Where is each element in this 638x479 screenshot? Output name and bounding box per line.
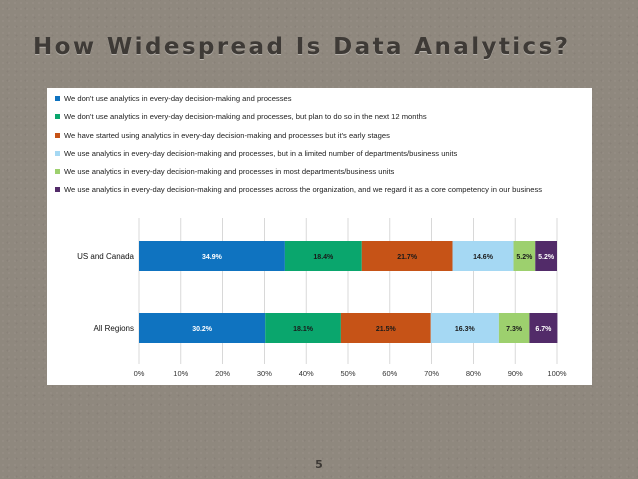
legend-label: We don't use analytics in every-day deci… bbox=[64, 112, 427, 122]
legend-item-3: We have started using analytics in every… bbox=[55, 131, 585, 141]
bar-segment bbox=[529, 313, 558, 343]
x-tick-label: 50% bbox=[340, 369, 355, 378]
data-label: 5.2% bbox=[516, 254, 533, 261]
legend-label: We use analytics in every-day decision-m… bbox=[64, 148, 458, 158]
data-label: 34.9% bbox=[202, 254, 223, 261]
bar-segment bbox=[513, 241, 536, 271]
x-tick-label: 100% bbox=[547, 369, 567, 378]
category-label: All Regions bbox=[94, 324, 134, 333]
chart-legend: We don't use analytics in every-day deci… bbox=[55, 94, 585, 204]
legend-item-1: We don't use analytics in every-day deci… bbox=[55, 94, 585, 104]
chart-card: We don't use analytics in every-day deci… bbox=[47, 88, 592, 385]
page-number: 5 bbox=[315, 458, 323, 471]
x-tick-label: 90% bbox=[508, 369, 523, 378]
legend-item-4: We use analytics in every-day decision-m… bbox=[55, 149, 585, 159]
x-tick-label: 60% bbox=[382, 369, 397, 378]
legend-item-5: We use analytics in every-day decision-m… bbox=[55, 167, 585, 177]
x-tick-label: 30% bbox=[257, 369, 272, 378]
x-tick-label: 40% bbox=[299, 369, 314, 378]
x-tick-label: 20% bbox=[215, 369, 230, 378]
legend-label: We have started using analytics in every… bbox=[64, 130, 390, 140]
bar-segment bbox=[430, 313, 499, 343]
data-label: 21.7% bbox=[397, 254, 418, 261]
stacked-bar-chart: 0% 10% 20% 30% 40% 50% 60% 70% 80% 90% 100% US and … bbox=[77, 218, 567, 378]
data-label: 5.2% bbox=[538, 254, 555, 261]
bar-segment bbox=[139, 313, 266, 343]
x-tick-label: 80% bbox=[466, 369, 481, 378]
category-label: US and Canada bbox=[77, 252, 134, 261]
data-label: 30.2% bbox=[192, 326, 213, 333]
legend-label: We use analytics in every-day decision-m… bbox=[64, 167, 395, 177]
x-tick-label: 0% bbox=[134, 369, 145, 378]
slide-title: How Widespread Is Data Analytics? bbox=[33, 34, 571, 60]
bar-segment bbox=[284, 241, 362, 271]
bar-segment bbox=[340, 313, 431, 343]
x-tick-label: 10% bbox=[173, 369, 188, 378]
data-label: 21.5% bbox=[376, 326, 397, 333]
legend-swatch bbox=[55, 187, 60, 193]
legend-swatch bbox=[55, 150, 60, 156]
bar-segment bbox=[498, 313, 530, 343]
legend-item-6: We use analytics in every-day decision-m… bbox=[55, 185, 585, 195]
data-label: 6.7% bbox=[535, 326, 552, 333]
legend-swatch bbox=[55, 114, 60, 120]
data-label: 18.4% bbox=[313, 254, 334, 261]
bar-segment bbox=[535, 241, 557, 271]
bar-segment bbox=[265, 313, 341, 343]
bar-segment bbox=[139, 241, 285, 271]
data-label: 7.3% bbox=[506, 326, 523, 333]
data-label: 14.6% bbox=[473, 254, 494, 261]
bar-segment bbox=[361, 241, 453, 271]
legend-swatch bbox=[55, 132, 60, 138]
bar-segment bbox=[452, 241, 514, 271]
legend-label: We don't use analytics in every-day deci… bbox=[64, 94, 292, 103]
legend-label: We use analytics in every-day decision-m… bbox=[64, 185, 543, 195]
legend-swatch bbox=[55, 96, 60, 101]
legend-item-2: We don't use analytics in every-day deci… bbox=[55, 112, 585, 122]
data-label: 18.1% bbox=[293, 326, 314, 333]
x-tick-label: 70% bbox=[424, 369, 439, 378]
legend-swatch bbox=[55, 169, 60, 175]
data-label: 16.3% bbox=[455, 326, 476, 333]
